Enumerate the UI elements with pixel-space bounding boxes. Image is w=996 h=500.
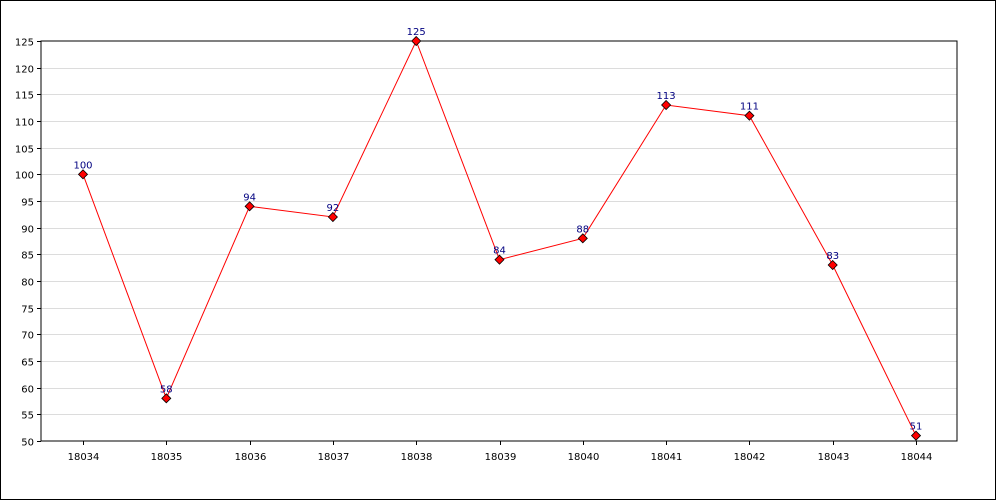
data-label: 125: [407, 27, 426, 38]
x-tick-label: 18034: [68, 452, 100, 463]
data-label: 92: [327, 203, 340, 214]
data-point-marker: [161, 393, 172, 404]
series-line: [82, 39, 917, 436]
y-tick-label: 70: [21, 331, 34, 342]
y-tick-label: 65: [21, 358, 34, 369]
x-tick-label: 18038: [401, 452, 433, 463]
data-point-marker: [494, 254, 505, 265]
data-label-layer: 100 58 94 92 125 84 88 113 111 83 51: [73, 27, 922, 433]
y-tick-label: 80: [21, 278, 34, 289]
gridlines: [41, 68, 957, 415]
x-tick-label: 18039: [485, 452, 517, 463]
y-tick-label: 90: [21, 225, 34, 236]
data-label: 113: [657, 91, 676, 102]
data-label: 100: [73, 160, 92, 171]
y-tick-label: 100: [15, 171, 34, 182]
y-tick-label: 75: [21, 305, 34, 316]
x-tick-label: 18042: [734, 452, 766, 463]
y-axis: 50 55 60 65 70 75 80 85 90 95 100 105 110 115 120 125: [15, 38, 41, 449]
data-label: 94: [243, 192, 256, 203]
x-tick-label: 18040: [568, 452, 600, 463]
data-label: 83: [826, 251, 839, 262]
x-tick-label: 18044: [901, 452, 933, 463]
x-tick-label: 18036: [235, 452, 267, 463]
data-label: 111: [740, 102, 759, 113]
y-tick-label: 55: [21, 411, 34, 422]
y-tick-label: 125: [15, 38, 34, 49]
data-point-marker: [411, 35, 422, 47]
data-point-marker: [827, 259, 838, 271]
y-tick-label: 115: [15, 91, 34, 102]
plot-area: [40, 40, 958, 442]
y-tick-label: 95: [21, 198, 34, 209]
data-point-marker: [327, 211, 338, 223]
y-tick-label: 85: [21, 251, 34, 262]
data-label: 84: [493, 246, 506, 257]
x-tick-label: 18041: [651, 452, 683, 463]
data-label: 58: [160, 384, 173, 395]
data-point-marker: [77, 169, 89, 180]
data-point-marker: [910, 430, 922, 441]
data-point-marker: [744, 110, 755, 121]
x-tick-label: 18035: [151, 452, 183, 463]
marker-layer: [77, 35, 922, 441]
data-point-marker: [661, 99, 672, 111]
data-point-marker: [577, 233, 588, 244]
y-tick-label: 110: [15, 118, 34, 129]
y-tick-label: 50: [21, 438, 34, 449]
y-tick-label: 60: [21, 385, 34, 396]
data-point-marker: [244, 201, 255, 212]
x-tick-label: 18037: [318, 452, 350, 463]
series-layer: [82, 39, 917, 436]
y-tick-label: 120: [15, 65, 34, 76]
x-tick-label: 18043: [818, 452, 850, 463]
x-axis: 18034 18035 18036 18037 18038 18039 18040 18041…: [68, 441, 933, 463]
data-label: 88: [576, 224, 589, 235]
y-tick-label: 105: [15, 145, 34, 156]
data-label: 51: [910, 422, 923, 433]
